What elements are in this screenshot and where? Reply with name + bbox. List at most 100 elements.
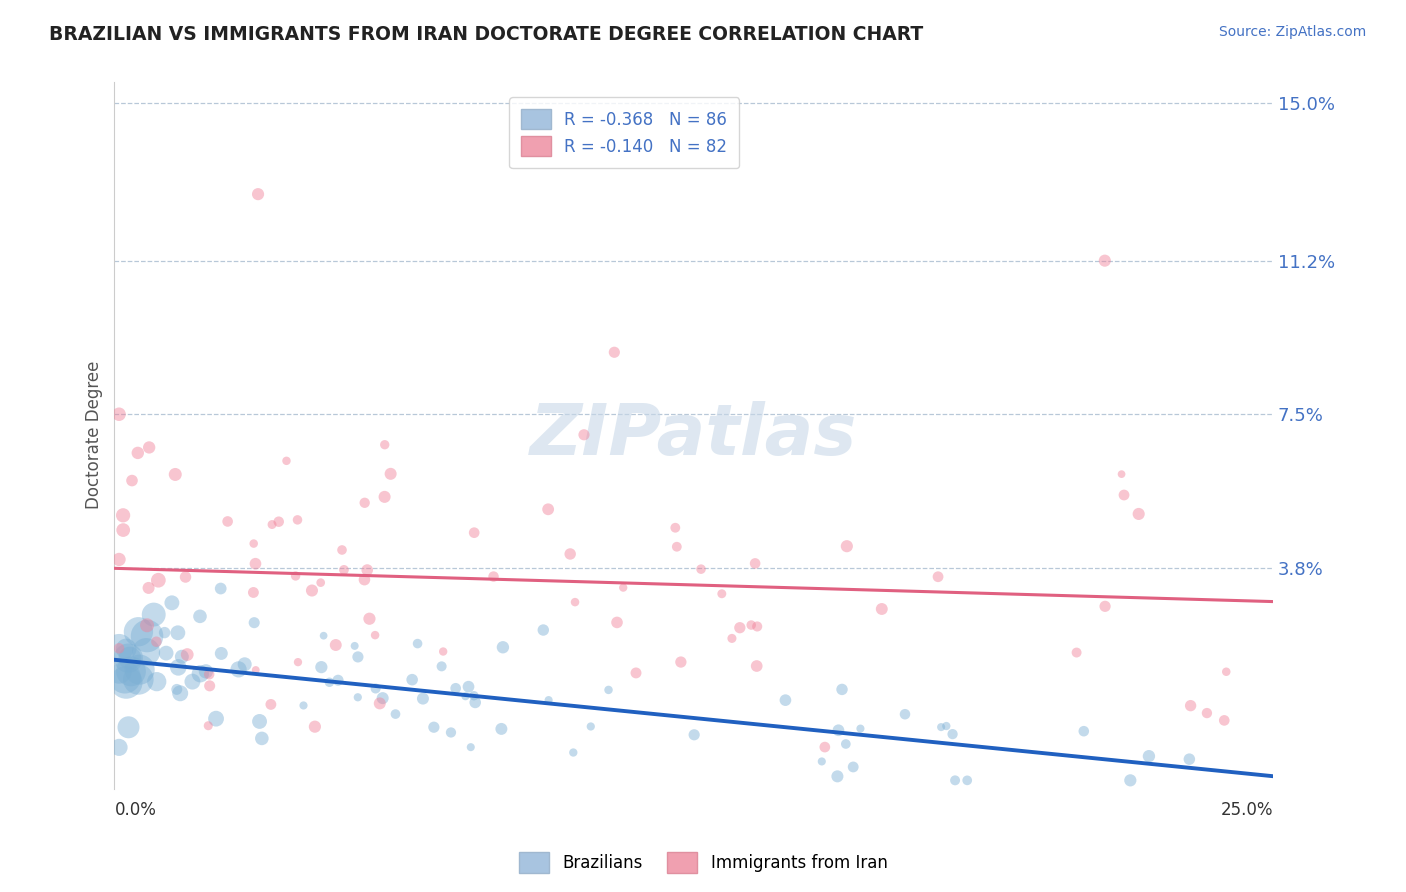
- Point: [745, 659, 768, 673]
- Point: [108, 407, 131, 421]
- Point: [209, 582, 232, 596]
- Point: [603, 345, 626, 359]
- Point: [380, 467, 402, 481]
- Point: [136, 618, 159, 632]
- Point: [145, 634, 167, 648]
- Point: [665, 540, 688, 554]
- Point: [1094, 253, 1116, 268]
- Point: [112, 508, 135, 523]
- Point: [683, 728, 706, 742]
- Point: [562, 746, 585, 760]
- Point: [115, 642, 138, 657]
- Point: [188, 609, 211, 624]
- Point: [669, 655, 692, 669]
- Point: [301, 583, 323, 598]
- Point: [249, 714, 271, 729]
- Point: [463, 525, 485, 540]
- Point: [166, 682, 188, 697]
- Point: [368, 697, 391, 711]
- Legend: Brazilians, Immigrants from Iran: Brazilians, Immigrants from Iran: [512, 846, 894, 880]
- Point: [943, 773, 966, 788]
- Point: [117, 651, 139, 665]
- Point: [492, 640, 515, 655]
- Point: [127, 446, 149, 460]
- Point: [814, 740, 837, 755]
- Point: [572, 427, 595, 442]
- Point: [311, 660, 333, 674]
- Point: [353, 573, 375, 587]
- Point: [775, 693, 797, 707]
- Point: [120, 665, 142, 679]
- Point: [810, 755, 832, 769]
- Point: [463, 689, 485, 703]
- Point: [744, 557, 766, 571]
- Point: [849, 722, 872, 736]
- Point: [245, 557, 267, 571]
- Point: [412, 691, 434, 706]
- Point: [108, 740, 131, 755]
- Y-axis label: Doctorate Degree: Doctorate Degree: [86, 361, 103, 509]
- Text: BRAZILIAN VS IMMIGRANTS FROM IRAN DOCTORATE DEGREE CORRELATION CHART: BRAZILIAN VS IMMIGRANTS FROM IRAN DOCTOR…: [49, 25, 924, 44]
- Point: [491, 722, 513, 736]
- Point: [956, 773, 979, 788]
- Point: [894, 707, 917, 722]
- Text: 0.0%: 0.0%: [114, 801, 156, 820]
- Point: [1178, 752, 1201, 766]
- Point: [181, 674, 204, 689]
- Point: [121, 474, 143, 488]
- Point: [242, 536, 264, 550]
- Point: [827, 769, 849, 783]
- Point: [612, 581, 634, 595]
- Legend: R = -0.368   N = 86, R = -0.140   N = 82: R = -0.368 N = 86, R = -0.140 N = 82: [509, 97, 740, 168]
- Point: [401, 673, 423, 687]
- Point: [1073, 724, 1095, 739]
- Point: [108, 641, 131, 656]
- Point: [1195, 706, 1218, 720]
- Point: [333, 563, 356, 577]
- Point: [250, 731, 273, 746]
- Point: [482, 569, 505, 583]
- Point: [929, 720, 952, 734]
- Point: [115, 675, 138, 690]
- Point: [267, 515, 290, 529]
- Point: [371, 691, 394, 706]
- Point: [710, 587, 733, 601]
- Point: [174, 570, 197, 584]
- Point: [165, 467, 187, 482]
- Point: [457, 680, 479, 694]
- Point: [1119, 773, 1142, 788]
- Point: [359, 612, 381, 626]
- Point: [1066, 646, 1088, 660]
- Point: [423, 720, 446, 734]
- Point: [1180, 698, 1202, 713]
- Point: [1128, 507, 1150, 521]
- Point: [579, 719, 602, 733]
- Point: [167, 660, 190, 674]
- Point: [287, 655, 309, 669]
- Point: [114, 671, 136, 685]
- Point: [135, 645, 157, 659]
- Point: [927, 570, 949, 584]
- Point: [564, 595, 586, 609]
- Point: [598, 682, 620, 697]
- Point: [233, 657, 256, 672]
- Point: [747, 619, 769, 633]
- Point: [198, 667, 221, 681]
- Point: [374, 438, 396, 452]
- Point: [827, 723, 849, 738]
- Point: [108, 641, 131, 656]
- Point: [624, 665, 647, 680]
- Point: [835, 737, 858, 751]
- Point: [142, 607, 165, 622]
- Point: [364, 628, 387, 642]
- Point: [197, 719, 219, 733]
- Point: [1137, 749, 1160, 764]
- Point: [260, 698, 283, 712]
- Text: Source: ZipAtlas.com: Source: ZipAtlas.com: [1219, 25, 1367, 39]
- Point: [831, 682, 853, 697]
- Point: [160, 596, 183, 610]
- Point: [188, 666, 211, 681]
- Point: [1213, 714, 1236, 728]
- Point: [304, 720, 326, 734]
- Point: [287, 513, 309, 527]
